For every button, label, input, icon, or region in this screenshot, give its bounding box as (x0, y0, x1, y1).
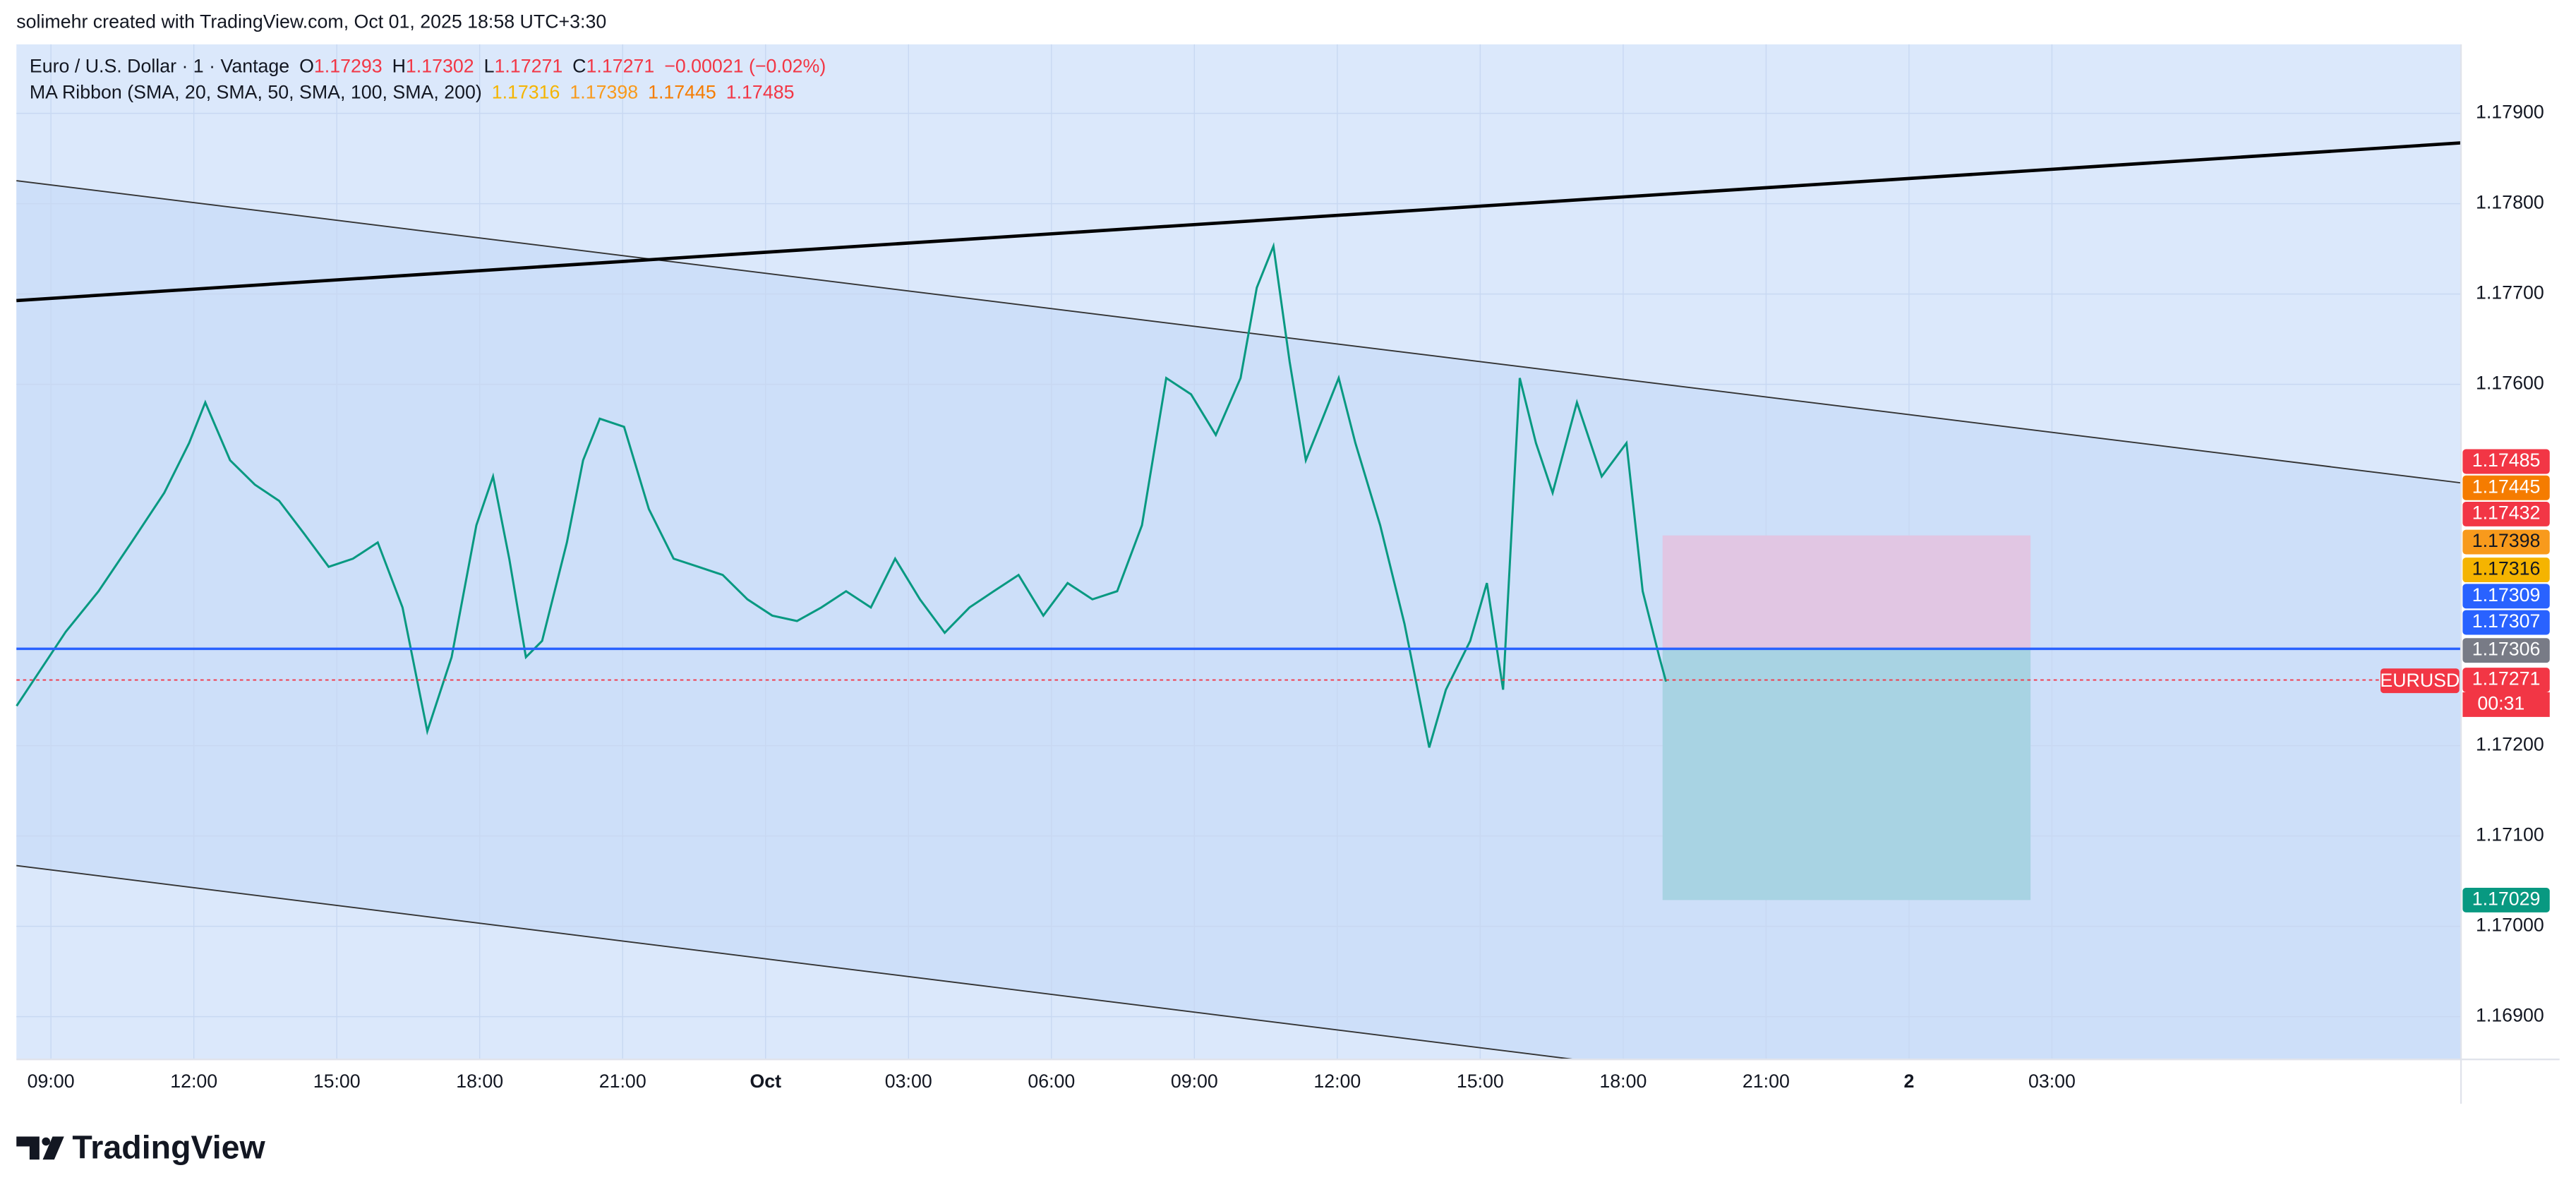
logo-text: TradingView (72, 1128, 265, 1165)
y-tick-label: 1.17700 (2476, 282, 2544, 303)
y-tick-label: 1.17100 (2476, 824, 2544, 845)
price-label: 1.17307 (2472, 610, 2541, 632)
ohlc-key: C (572, 55, 586, 76)
y-tick-label: 1.16900 (2476, 1005, 2544, 1026)
change: −0.00021 (−0.02%) (664, 55, 826, 76)
trend-line (16, 864, 1575, 1061)
x-tick-label: 15:00 (1457, 1071, 1504, 1092)
x-tick-label: 06:00 (1028, 1071, 1075, 1092)
x-tick-label: 12:00 (1313, 1071, 1361, 1092)
ohlc-value: 1.17302 (406, 55, 474, 76)
price-label: 1.17432 (2472, 502, 2541, 524)
trend-line (16, 141, 2462, 303)
price-label-bg (2462, 449, 2550, 474)
price-label: 1.17309 (2472, 584, 2541, 605)
indicator-value: 1.17445 (648, 82, 716, 103)
price-label: 1.17485 (2472, 450, 2541, 471)
x-tick-label: Oct (750, 1071, 781, 1092)
logo-dot (42, 1137, 50, 1146)
price-label: 1.17398 (2472, 530, 2541, 551)
symbol-tag-bg (2380, 668, 2460, 694)
symbol-tag: EURUSD (2380, 670, 2460, 691)
x-tick-label: 18:00 (456, 1071, 503, 1092)
price-label: 1.17029 (2472, 888, 2541, 909)
price-label: 1.17316 (2472, 558, 2541, 579)
ohlc: O1.17293 H1.17302 L1.17271 C1.17271 (299, 55, 654, 76)
ohlc-value: 1.17293 (314, 55, 383, 76)
ohlc-key: O (299, 55, 314, 76)
indicator-value: 1.17398 (570, 82, 638, 103)
ohlc-value: 1.17271 (495, 55, 563, 76)
x-tick-label: 03:00 (885, 1071, 932, 1092)
y-tick-label: 1.17600 (2476, 373, 2544, 394)
attribution: solimehr created with TradingView.com, O… (16, 11, 606, 32)
y-tick-label: 1.17900 (2476, 102, 2544, 123)
x-tick-label: 12:00 (170, 1071, 217, 1092)
x-tick-label: 21:00 (1743, 1071, 1790, 1092)
price-labels: 1.17485 1.17445 1.17432 1.17398 1.17316 1.173… (2462, 449, 2550, 912)
price-label-bg (2462, 887, 2550, 912)
x-tick-label: 2 (1903, 1071, 1914, 1092)
indicator-name: MA Ribbon (SMA, 20, SMA, 50, SMA, 100, S… (30, 82, 482, 103)
stop-zone (1662, 535, 2031, 649)
y-tick-label: 1.17800 (2476, 192, 2544, 213)
price-label-bg (2462, 502, 2550, 526)
price-label-bg (2462, 475, 2550, 500)
trend-line (16, 180, 2462, 484)
indicator-value: 1.17485 (726, 82, 795, 103)
price-label-bg (2462, 529, 2550, 555)
x-tick-label: 03:00 (2028, 1071, 2076, 1092)
x-tick-label: 09:00 (28, 1071, 75, 1092)
legend-indicator: MA Ribbon (SMA, 20, SMA, 50, SMA, 100, S… (30, 82, 795, 103)
countdown-bg (2462, 692, 2550, 717)
logo-icon (16, 1136, 64, 1160)
price-label: 1.17306 (2472, 639, 2541, 660)
ohlc-key: L (484, 55, 495, 76)
x-tick-label: 09:00 (1171, 1071, 1218, 1092)
y-tick-label: 1.17200 (2476, 734, 2544, 755)
symbol: Euro / U.S. Dollar · 1 · Vantage (30, 55, 289, 76)
x-tick-label: 15:00 (313, 1071, 361, 1092)
price-label: 1.17271 (2472, 668, 2541, 689)
price-label-bg (2462, 638, 2550, 663)
price-label-bg (2462, 584, 2550, 609)
x-tick-label: 21:00 (599, 1071, 646, 1092)
x-tick-label: 18:00 (1599, 1071, 1647, 1092)
ohlc-key: H (392, 55, 406, 76)
ohlc-value: 1.17271 (586, 55, 655, 76)
y-tick-label: 1.17000 (2476, 915, 2544, 936)
indicator-value: 1.17316 (492, 82, 560, 103)
time-axis (16, 1059, 2560, 1104)
price-label-bg (2462, 610, 2550, 635)
price-label: 1.17445 (2472, 476, 2541, 497)
target-zone (1662, 649, 2031, 900)
logo: TradingView (16, 1128, 266, 1165)
price-label-bg (2462, 668, 2550, 692)
price-line (16, 241, 1668, 748)
legend-symbol: Euro / U.S. Dollar · 1 · Vantage O1.17293… (30, 55, 826, 76)
plot (16, 241, 1668, 748)
price-label-bg (2462, 558, 2550, 583)
countdown: 00:31 (2477, 693, 2524, 714)
